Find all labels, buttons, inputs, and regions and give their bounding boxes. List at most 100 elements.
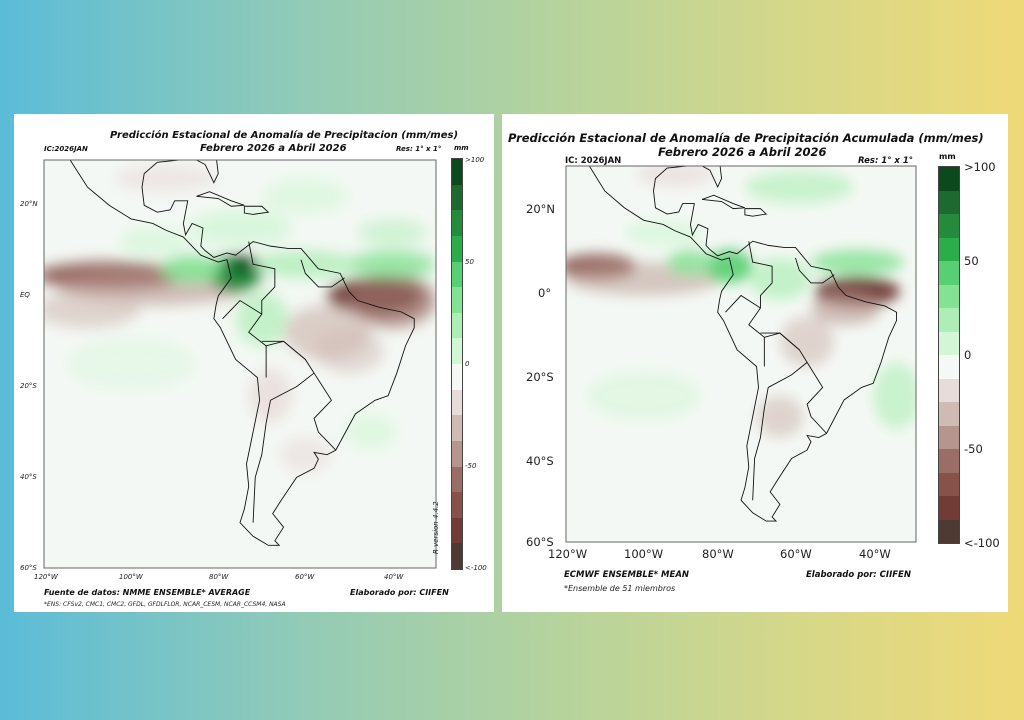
dry-anomaly-region: [113, 164, 219, 192]
wet-anomaly-region: [344, 413, 397, 451]
hispaniola-outline: [244, 206, 268, 214]
colorbar-tick-label: 0: [964, 348, 972, 362]
cuba-outline: [196, 192, 244, 207]
colorbar-tick-label: <-100: [964, 536, 1000, 550]
dry-anomaly-region: [314, 327, 384, 374]
hispaniola-outline: [745, 209, 766, 217]
country-border: [753, 387, 769, 500]
colorbar: [451, 158, 463, 570]
colorbar-swatch: [939, 449, 959, 473]
colorbar-swatch: [452, 364, 462, 390]
map-frame: [44, 160, 436, 568]
latitude-label: 0°: [538, 286, 552, 300]
colorbar-swatch: [452, 287, 462, 313]
country-border: [807, 362, 826, 433]
wet-anomaly-region: [706, 249, 753, 283]
latitude-label: EQ: [20, 291, 30, 299]
data-source: ECMWF ENSEMBLE* MEAN: [564, 570, 690, 580]
nmme-forecast-panel: Predicción Estacional de Anomalía de Pre…: [14, 114, 494, 612]
wet-anomaly-region: [624, 220, 703, 246]
longitude-label: 100°W: [624, 547, 664, 561]
wet-anomaly-region: [65, 336, 197, 392]
resolution-label: Res: 1° x 1°: [858, 156, 914, 166]
colorbar-swatch: [939, 190, 959, 214]
country-border: [760, 333, 799, 350]
colorbar-swatch: [939, 519, 959, 543]
wet-anomaly-region: [161, 255, 223, 283]
colorbar-swatch: [939, 355, 959, 379]
country-border: [253, 400, 270, 522]
colorbar-swatch: [452, 159, 462, 185]
country-border: [725, 296, 764, 367]
longitude-label: 80°W: [702, 547, 734, 561]
map-title: Predicción Estacional de Anomalía de Pre…: [508, 131, 984, 145]
colorbar-swatch: [452, 261, 462, 288]
wet-anomaly-region: [748, 257, 811, 300]
colorbar-tick-label: -50: [964, 442, 983, 456]
wet-anomaly-region: [231, 255, 258, 274]
colorbar-swatch: [939, 496, 959, 520]
colorbar-swatch: [452, 466, 462, 493]
colorbar-swatch: [452, 517, 462, 544]
latitude-label: 20°N: [20, 200, 38, 208]
ensemble-footnote: *ENS: CFSv2, CMC1, CMC2, GFDL, GFDLFLOR,…: [44, 601, 286, 608]
dry-anomaly-region: [756, 395, 804, 438]
country-border: [314, 373, 336, 450]
longitude-label: 120°W: [34, 573, 58, 581]
precipitation-anomaly-map: [44, 160, 436, 568]
colorbar-swatch: [452, 440, 462, 467]
wet-anomaly-region: [235, 291, 288, 346]
colorbar-swatch: [452, 210, 462, 236]
wet-anomaly-region: [811, 249, 905, 275]
wet-anomaly-region: [261, 178, 349, 215]
colorbar-swatch: [939, 167, 959, 191]
map-background: [566, 166, 916, 542]
dry-anomaly-region: [348, 273, 436, 328]
wet-anomaly-region: [667, 249, 714, 275]
colorbar-swatch: [452, 184, 462, 211]
longitude-label: 60°W: [295, 573, 315, 581]
country-border: [223, 301, 267, 378]
country-border: [764, 333, 807, 387]
longitude-label: 80°W: [209, 573, 229, 581]
colorbar-swatch: [939, 425, 959, 449]
country-border: [301, 260, 345, 287]
dry-anomaly-region: [636, 166, 714, 187]
map-frame: [566, 166, 916, 542]
longitude-label: 40°W: [384, 573, 404, 581]
dry-anomaly-region: [248, 368, 293, 423]
map-title: Predicción Estacional de Anomalía de Pre…: [110, 130, 459, 141]
colorbar-tick-label: 50: [964, 254, 979, 268]
colorbar-tick-label: 0: [465, 360, 470, 368]
dry-anomaly-region: [779, 316, 835, 367]
latitude-label: 40°S: [526, 454, 554, 468]
wet-anomaly-region: [357, 218, 428, 247]
colorbar-swatch: [452, 312, 462, 339]
colorbar-tick-label: -50: [465, 462, 477, 470]
colorbar-unit: mm: [939, 152, 956, 161]
colorbar-swatch: [939, 472, 959, 496]
country-border: [266, 341, 314, 400]
resolution-label: Res: 1° x 1°: [396, 145, 442, 153]
colorbar-swatch: [452, 543, 462, 569]
ecmwf-forecast-panel: Predicción Estacional de Anomalía de Pre…: [502, 114, 1008, 612]
country-border: [249, 242, 275, 315]
latitude-label: 20°S: [526, 370, 554, 384]
colorbar-unit: mm: [454, 144, 469, 152]
dry-anomaly-region: [811, 291, 881, 325]
colorbar-swatch: [452, 492, 462, 518]
country-border: [749, 241, 772, 308]
coastline: [578, 158, 897, 521]
wet-anomaly-region: [873, 362, 917, 430]
data-source: Fuente de datos: NMME ENSEMBLE* AVERAGE: [44, 588, 251, 597]
initial-condition-label: IC: 2026JAN: [565, 156, 622, 166]
initial-condition-label: IC:2026JAN: [44, 145, 88, 153]
precipitation-anomaly-map: [566, 166, 916, 542]
wet-anomaly-region: [585, 370, 703, 421]
colorbar: [938, 166, 960, 544]
cuba-outline: [702, 195, 745, 208]
longitude-label: 60°W: [780, 547, 812, 561]
wet-anomaly-region: [744, 170, 854, 204]
map-subtitle: Febrero 2026 a Abril 2026: [200, 143, 347, 154]
colorbar-swatch: [939, 378, 959, 402]
